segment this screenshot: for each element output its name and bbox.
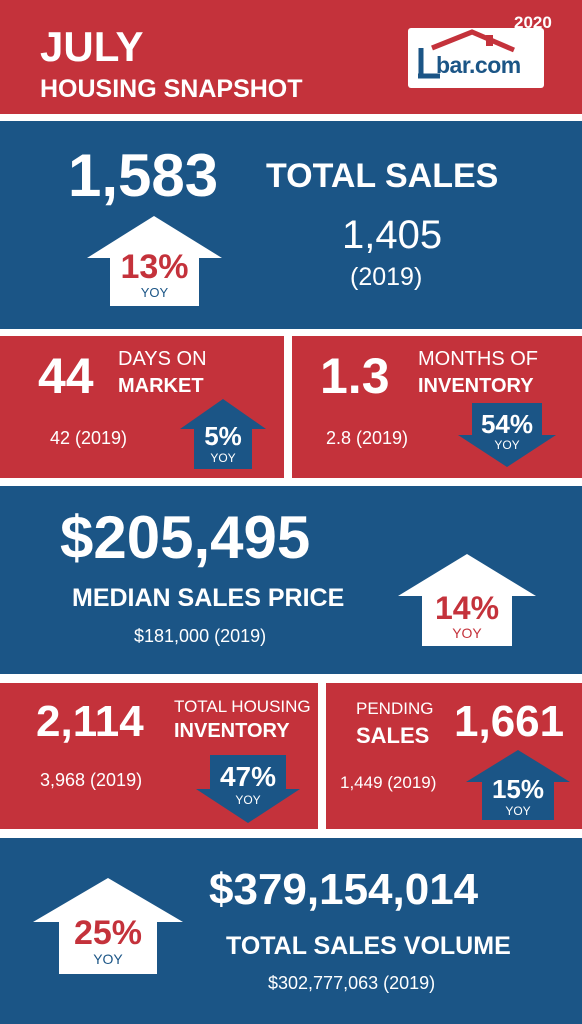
months-inventory-label-1: MONTHS OF <box>418 348 538 370</box>
logo-text: bar.com <box>436 52 521 78</box>
pending-sales-value: 1,661 <box>454 697 565 746</box>
house-roof-icon <box>418 29 515 79</box>
pending-sales-prior: 1,449 (2019) <box>340 773 437 792</box>
median-price-value: $205,495 <box>60 504 311 571</box>
housing-inventory-prior: 3,968 (2019) <box>40 770 143 790</box>
pending-sales-label-1: PENDING <box>356 699 434 718</box>
sales-volume-change: 25% <box>73 914 143 952</box>
months-inventory-down-arrow: 54% YOY <box>458 403 556 467</box>
pending-sales-change: 15% <box>491 774 545 804</box>
header-year: 2020 <box>514 13 552 32</box>
header-subtitle: HOUSING SNAPSHOT <box>40 75 303 103</box>
header-month: JULY <box>40 23 144 70</box>
months-inventory-label-2: INVENTORY <box>418 375 534 397</box>
days-on-market-label-2: MARKET <box>118 375 204 397</box>
total-sales-label: TOTAL SALES <box>266 157 499 195</box>
logo[interactable]: bar.com <box>408 28 544 88</box>
median-price-panel: $205,495 MEDIAN SALES PRICE $181,000 (20… <box>0 486 582 674</box>
sales-volume-yoy: YOY <box>93 951 123 967</box>
pending-sales-up-arrow: 15% YOY <box>466 750 570 820</box>
sales-volume-label: TOTAL SALES VOLUME <box>226 932 511 960</box>
days-on-market-yoy: YOY <box>210 451 236 465</box>
housing-inventory-down-arrow: 47% YOY <box>196 755 300 823</box>
days-on-market-panel: 44 DAYS ON MARKET 42 (2019) 5% YOY <box>0 336 284 478</box>
days-on-market-up-arrow: 5% YOY <box>180 399 266 469</box>
sales-volume-panel: $379,154,014 TOTAL SALES VOLUME $302,777… <box>0 838 582 1024</box>
months-inventory-change: 54% <box>480 409 534 439</box>
total-sales-up-arrow: 13% YOY <box>87 216 222 306</box>
total-sales-value: 1,583 <box>68 142 219 209</box>
days-on-market-prior: 42 (2019) <box>50 428 128 448</box>
housing-inventory-label-2: INVENTORY <box>174 720 290 742</box>
months-inventory-yoy: YOY <box>494 438 520 452</box>
median-price-up-arrow: 14% YOY <box>398 554 536 646</box>
sales-volume-up-arrow: 25% YOY <box>33 878 183 974</box>
days-on-market-change: 5% <box>204 421 242 451</box>
months-inventory-panel: 1.3 MONTHS OF INVENTORY 2.8 (2019) 54% Y… <box>292 336 582 478</box>
housing-inventory-change: 47% <box>219 761 277 792</box>
median-price-prior: $181,000 (2019) <box>134 626 267 646</box>
days-on-market-value: 44 <box>38 348 94 404</box>
median-price-yoy: YOY <box>452 625 482 641</box>
total-sales-prior-year: (2019) <box>350 263 423 291</box>
sales-volume-prior: $302,777,063 (2019) <box>268 973 436 993</box>
housing-inventory-label-1: TOTAL HOUSING <box>174 697 311 716</box>
pending-sales-yoy: YOY <box>505 804 531 818</box>
median-price-label: MEDIAN SALES PRICE <box>72 584 345 612</box>
header-banner: JULY HOUSING SNAPSHOT 2020 bar.com <box>0 0 582 114</box>
months-inventory-value: 1.3 <box>320 348 390 404</box>
months-inventory-prior: 2.8 (2019) <box>326 428 409 448</box>
housing-inventory-yoy: YOY <box>235 793 261 807</box>
housing-inventory-panel: 2,114 TOTAL HOUSING INVENTORY 3,968 (201… <box>0 683 318 829</box>
total-sales-yoy: YOY <box>140 285 169 300</box>
pending-sales-label-2: SALES <box>356 723 430 748</box>
total-sales-prior-value: 1,405 <box>342 213 443 257</box>
pending-sales-panel: PENDING SALES 1,661 1,449 (2019) 15% YOY <box>326 683 582 829</box>
median-price-change: 14% <box>434 590 500 626</box>
total-sales-panel: 1,583 TOTAL SALES 1,405 (2019) 13% YOY <box>0 121 582 329</box>
housing-inventory-value: 2,114 <box>36 697 144 746</box>
total-sales-change: 13% <box>120 248 189 286</box>
days-on-market-label-1: DAYS ON <box>118 348 207 370</box>
sales-volume-value: $379,154,014 <box>209 865 479 914</box>
